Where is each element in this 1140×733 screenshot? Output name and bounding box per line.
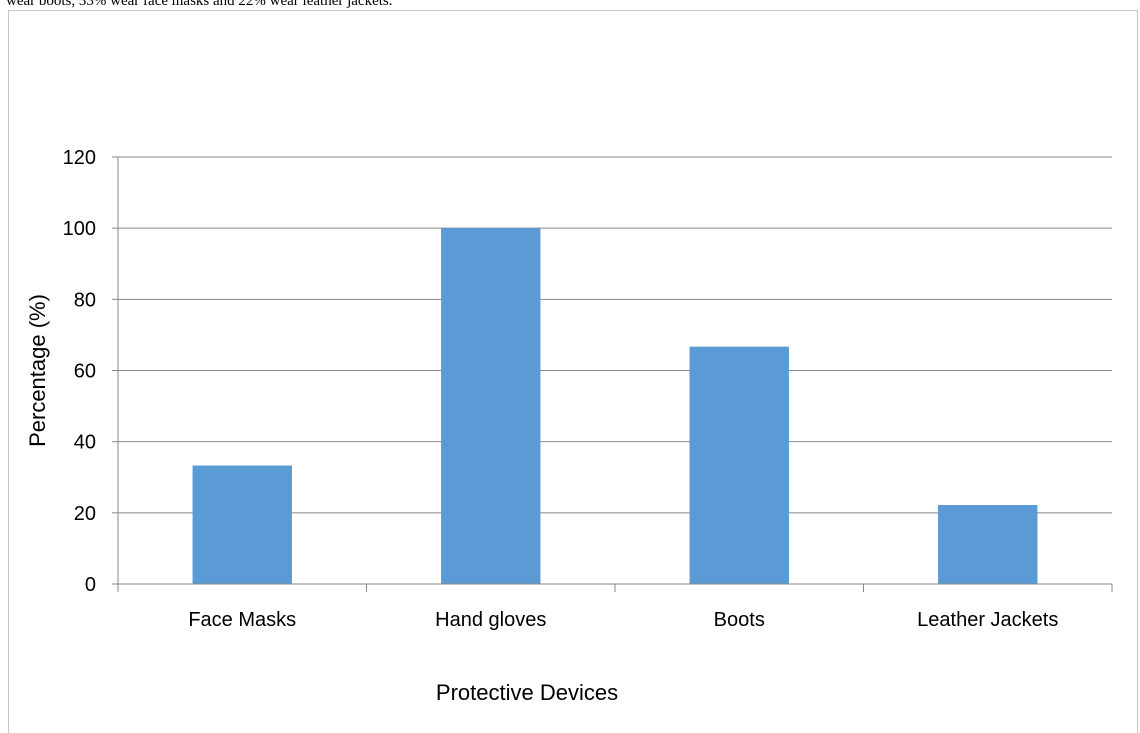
x-category-label: Leather Jackets bbox=[917, 609, 1058, 631]
y-tick-label: 40 bbox=[74, 432, 96, 454]
y-tick-label: 120 bbox=[63, 147, 96, 169]
gridlines bbox=[118, 156, 1112, 514]
y-axis-title: Percentage (%) bbox=[25, 294, 50, 447]
x-axis-title: Protective Devices bbox=[436, 680, 618, 705]
bar bbox=[938, 505, 1038, 584]
y-tick-label: 20 bbox=[74, 503, 96, 525]
x-category-label: Boots bbox=[714, 609, 765, 631]
x-category-label: Hand gloves bbox=[435, 609, 546, 631]
axes bbox=[112, 156, 1113, 592]
bar bbox=[192, 465, 292, 584]
y-tick-labels: 0 20 40 60 80 100 120 bbox=[63, 147, 96, 596]
bars bbox=[192, 228, 1038, 584]
chart-frame bbox=[8, 10, 1138, 733]
x-category-label: Face Masks bbox=[188, 609, 296, 631]
y-tick-label: 0 bbox=[85, 574, 96, 596]
x-category-labels: Face Masks Hand gloves Boots Leather Jacket… bbox=[188, 609, 1058, 631]
y-tick-label: 80 bbox=[74, 289, 96, 311]
y-tick-label: 60 bbox=[74, 361, 96, 383]
caption-text: wear boots, 33% wear face masks and 22% … bbox=[6, 0, 393, 9]
bar bbox=[441, 228, 541, 584]
y-tick-label: 100 bbox=[63, 218, 96, 240]
bar bbox=[689, 346, 789, 584]
